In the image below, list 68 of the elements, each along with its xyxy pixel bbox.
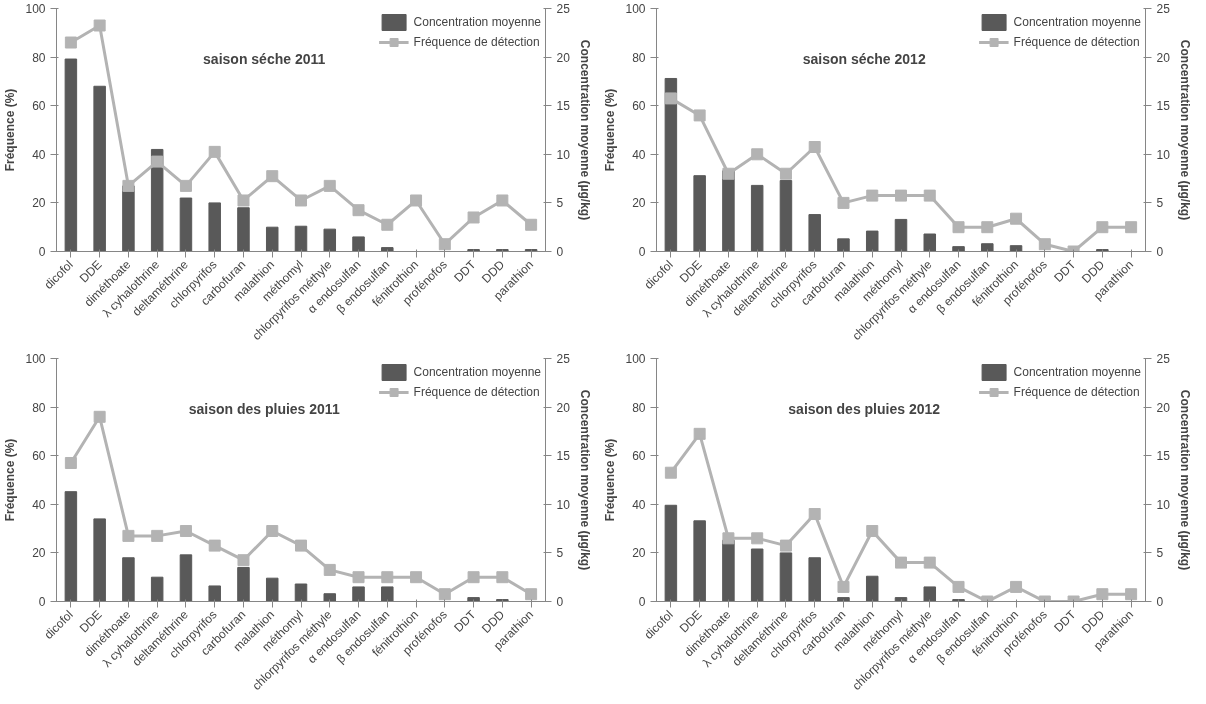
y-tick-label: 40 — [632, 497, 646, 512]
y-axis-title: Fréquence (%) — [3, 88, 18, 172]
y2-tick-label: 25 — [556, 2, 571, 16]
y-tick-label: 60 — [32, 449, 46, 464]
y2-tick-label: 20 — [1156, 400, 1171, 415]
y-tick-label: 40 — [32, 147, 46, 162]
y2-tick-label: 25 — [556, 352, 571, 366]
y2-tick-label: 5 — [556, 196, 564, 211]
y2-tick-label: 15 — [556, 99, 571, 114]
legend-label: Concentration moyenne — [1013, 365, 1141, 379]
legend-label: Concentration moyenne — [1013, 15, 1141, 29]
y2-axis-title: Concentration moyenne (µg/kg) — [1177, 39, 1192, 221]
y2-tick-label: 15 — [1156, 99, 1171, 114]
y2-tick-label: 10 — [556, 497, 571, 512]
y-tick-label: 40 — [32, 497, 46, 512]
y2-tick-label: 25 — [1156, 352, 1171, 366]
y2-tick-label: 20 — [556, 400, 571, 415]
y-tick-label: 20 — [632, 196, 646, 211]
legend-label: Fréquence de détection — [1013, 385, 1140, 399]
y2-tick-label: 10 — [1156, 497, 1171, 512]
legend-label: Fréquence de détection — [413, 35, 540, 49]
y-tick-label: 0 — [638, 245, 646, 259]
y-tick-label: 60 — [632, 99, 646, 114]
y2-tick-label: 15 — [1156, 449, 1171, 464]
y-axis-title: Fréquence (%) — [3, 438, 18, 522]
text: saison séche 2012 — [802, 50, 926, 67]
legend-label: Fréquence de détection — [413, 385, 540, 399]
y-tick-label: 20 — [632, 546, 646, 561]
y-tick-label: 0 — [38, 245, 46, 259]
y-tick-label: 100 — [625, 352, 646, 366]
y2-tick-label: 5 — [1156, 546, 1164, 561]
y2-tick-label: 0 — [556, 245, 564, 259]
y-tick-label: 80 — [32, 400, 46, 415]
legend-label: Fréquence de détection — [1013, 35, 1140, 49]
y2-axis-title: Concentration moyenne (µg/kg) — [1177, 389, 1192, 571]
y-tick-label: 0 — [638, 595, 646, 609]
y2-tick-label: 0 — [1156, 595, 1164, 609]
y2-tick-label: 5 — [556, 546, 564, 561]
y-tick-label: 20 — [32, 546, 46, 561]
y2-tick-label: 20 — [556, 50, 571, 65]
y-tick-label: 100 — [25, 2, 46, 16]
y2-tick-label: 15 — [556, 449, 571, 464]
y-tick-label: 80 — [32, 50, 46, 65]
y2-tick-label: 25 — [1156, 2, 1171, 16]
y2-tick-label: 0 — [1156, 245, 1164, 259]
y-tick-label: 60 — [32, 99, 46, 114]
y2-tick-label: 5 — [1156, 196, 1164, 211]
y-tick-label: 40 — [632, 147, 646, 162]
y2-tick-label: 0 — [556, 595, 564, 609]
y-axis-title: Fréquence (%) — [603, 438, 618, 522]
legend-label: Concentration moyenne — [413, 15, 541, 29]
y-tick-label: 100 — [25, 352, 46, 366]
text: saison des pluies 2011 — [188, 400, 340, 417]
y-tick-label: 80 — [632, 400, 646, 415]
y2-axis-title: Concentration moyenne (µg/kg) — [577, 389, 592, 571]
y2-tick-label: 10 — [1156, 147, 1171, 162]
y2-tick-label: 20 — [1156, 50, 1171, 65]
y-tick-label: 80 — [632, 50, 646, 65]
y2-tick-label: 10 — [556, 147, 571, 162]
y-tick-label: 0 — [38, 595, 46, 609]
text: saison des pluies 2012 — [788, 400, 941, 417]
y2-axis-title: Concentration moyenne (µg/kg) — [577, 39, 592, 221]
text: saison séche 2011 — [203, 50, 326, 67]
y-axis-title: Fréquence (%) — [603, 88, 618, 172]
y-tick-label: 20 — [32, 196, 46, 211]
legend-label: Concentration moyenne — [413, 365, 541, 379]
y-tick-label: 100 — [625, 2, 646, 16]
y-tick-label: 60 — [632, 449, 646, 464]
